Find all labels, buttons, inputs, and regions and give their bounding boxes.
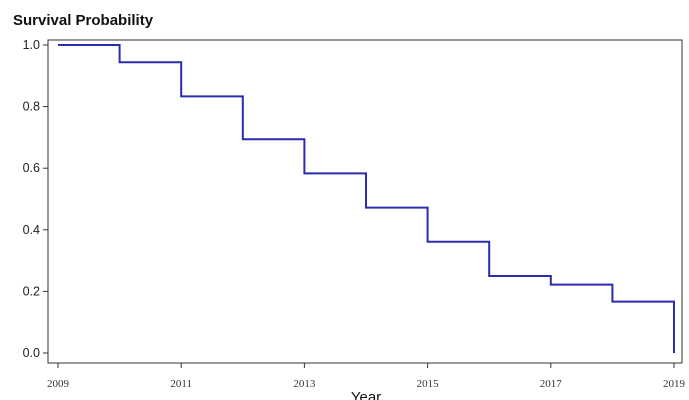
y-axis: 0.0 0.2 0.4 0.6 0.8 1.0 [23,38,48,360]
x-tick-label: 2009 [47,378,70,390]
y-axis-title: Survival Probability [13,12,154,29]
x-axis-title: Year [351,389,381,400]
x-tick-label: 2019 [663,378,686,390]
x-tick-label: 2015 [417,378,440,390]
x-tick-label: 2013 [293,378,316,390]
x-tick-label: 2017 [540,378,563,390]
survival-step-line [58,44,675,353]
y-tick-label: 0.6 [23,161,40,175]
y-tick-label: 0.8 [23,100,40,114]
y-tick-label: 1.0 [23,38,40,52]
y-tick-label: 0.0 [23,346,40,360]
plot-frame [47,39,683,364]
x-axis: 2009 2011 2013 2015 2017 2019 [47,363,686,390]
y-tick-label: 0.2 [23,284,40,298]
series-layer [57,44,675,354]
x-tick-label: 2011 [170,378,192,390]
y-tick-label: 0.4 [23,223,40,237]
